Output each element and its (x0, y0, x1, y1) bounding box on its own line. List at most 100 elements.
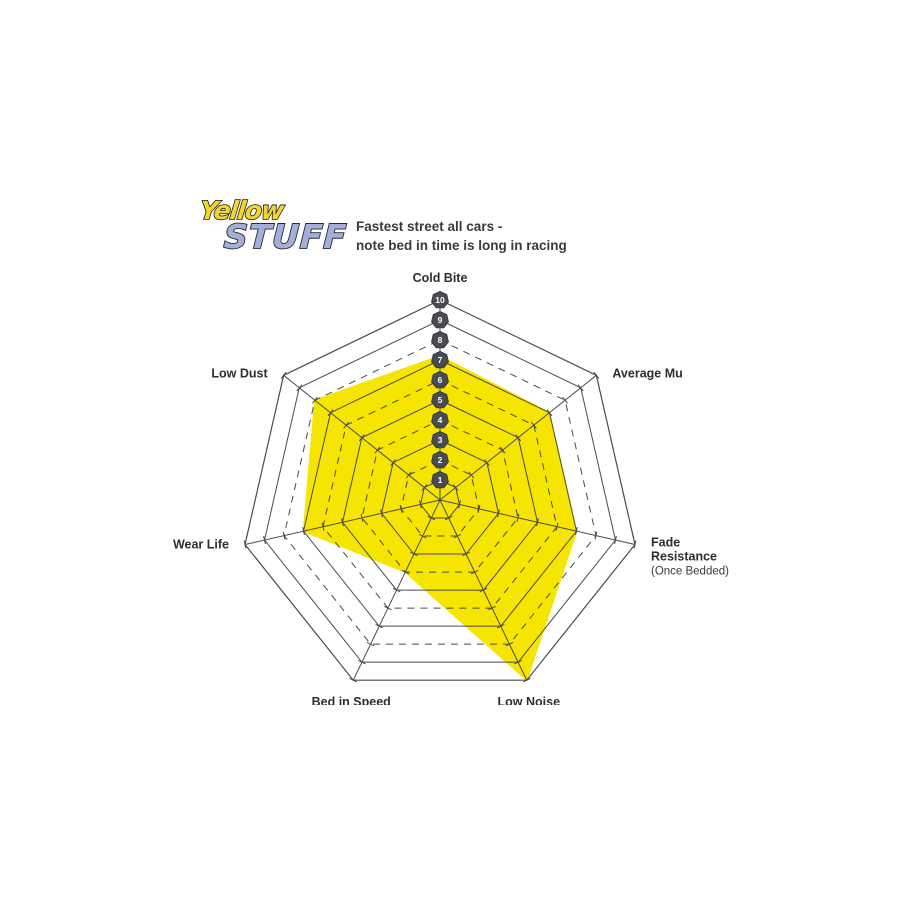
axis-tick (358, 434, 365, 442)
axis-tick (421, 484, 428, 491)
axis-tick (562, 396, 568, 404)
axis-tick (321, 522, 325, 531)
scale-badge: 8 (431, 330, 449, 349)
svg-text:Bed in Speed: Bed in Speed (312, 695, 391, 705)
grid-rings (244, 299, 636, 681)
svg-text:7: 7 (438, 355, 443, 365)
axis-tick (341, 518, 344, 527)
axis-tick (515, 434, 522, 442)
scale-badge: 4 (431, 410, 449, 429)
axis-label-wear-life: Wear Life (173, 538, 229, 552)
scale-badge: 10 (431, 290, 449, 309)
svg-text:1: 1 (438, 475, 443, 485)
scale-badge: 7 (431, 350, 449, 369)
axis-tick (282, 531, 286, 540)
axis-label-low-dust: Low Dust (211, 366, 268, 380)
axis-tick (633, 540, 637, 549)
scale-badge: 3 (431, 430, 449, 449)
svg-text:8: 8 (438, 335, 443, 345)
axis-tick-marks (243, 371, 637, 683)
axis-tick (575, 527, 578, 536)
axis-tick (462, 551, 470, 557)
axis-tick (360, 513, 364, 522)
axis-tick (418, 533, 427, 539)
axis-tick (405, 471, 412, 479)
grid-ring (419, 479, 461, 519)
grid-ring (341, 399, 539, 591)
tagline-text: Fastest street all cars - note bed in ti… (356, 219, 567, 254)
axis-tick (427, 515, 436, 521)
axis-tick (488, 605, 496, 611)
grid-ring (322, 379, 558, 609)
axis-tick (390, 459, 396, 467)
axis-tick (419, 500, 422, 509)
svg-text:6: 6 (438, 375, 443, 385)
axis-tick (577, 384, 584, 392)
axis-tick (496, 623, 505, 629)
axis-tick (484, 459, 490, 467)
axis-tick (458, 500, 461, 509)
scale-badge: 9 (431, 310, 449, 329)
radar-chart-svg: 1 2 3 4 5 6 7 8 9 10 Cold Bite Average Mu FadeResist… (173, 271, 729, 705)
axis-tick (302, 527, 305, 536)
grid-ring (244, 299, 636, 681)
axis-tick (312, 396, 318, 404)
axis-tick (374, 446, 381, 454)
svg-text:2: 2 (438, 455, 443, 465)
svg-text:3: 3 (438, 435, 443, 445)
axis-tick (546, 409, 553, 417)
axis-tick (536, 518, 539, 527)
axis-tick (522, 678, 531, 683)
yellowstuff-logo: Yellow STUFF (196, 195, 349, 262)
axis-tick (453, 533, 462, 539)
svg-text:Cold Bite: Cold Bite (413, 271, 468, 285)
axis-tick (263, 536, 266, 545)
axis-tick (594, 531, 598, 540)
axis-tick (477, 504, 481, 513)
axis-tick (499, 446, 506, 454)
scale-badge: 6 (431, 370, 449, 389)
axis-tick (593, 371, 600, 379)
svg-text:(Once Bedded): (Once Bedded) (651, 566, 729, 578)
radar-chart: 1 2 3 4 5 6 7 8 9 10 Cold Bite Average Mu Fade Resist… (150, 265, 750, 705)
axis-tick (399, 504, 403, 513)
axis-tick (375, 623, 384, 629)
scale-badge: 1 (431, 470, 449, 489)
axis-tick (444, 515, 453, 521)
axis-tick (470, 569, 479, 575)
svg-text:Resistance: Resistance (651, 550, 717, 564)
axis-tick (296, 384, 303, 392)
svg-text:Fade: Fade (651, 536, 680, 550)
axis-tick (555, 522, 559, 531)
svg-text:Low Noise: Low Noise (498, 695, 561, 705)
axis-tick (358, 659, 366, 665)
scale-badge: 2 (431, 450, 449, 469)
axis-label-bed-in-speed: Bed in Speed (312, 695, 391, 705)
axis-tick (243, 540, 247, 549)
grid-ring (380, 439, 500, 555)
grid-ring (263, 319, 617, 663)
svg-text:4: 4 (438, 415, 443, 425)
axis-tick (497, 509, 500, 518)
grid-ring (302, 359, 578, 627)
axis-label-average-mu: Average Mu (612, 366, 682, 380)
grid-ring (283, 339, 597, 645)
axis-tick (410, 551, 418, 557)
axis-tick (401, 569, 410, 575)
header-block: Yellow STUFF Fastest street all cars - n… (196, 195, 616, 266)
scale-badge: 5 (431, 390, 449, 409)
grid-ring (400, 459, 480, 537)
axis-tick (384, 605, 392, 611)
axis-tick (468, 471, 475, 479)
scale-badges: 1 2 3 4 5 6 7 8 9 10 (431, 290, 449, 489)
axis-tick (380, 509, 383, 518)
svg-text:9: 9 (438, 315, 443, 325)
svg-text:5: 5 (438, 395, 443, 405)
axis-tick (452, 484, 459, 491)
axis-label-cold-bite: Cold Bite (413, 271, 468, 285)
axis-tick (516, 513, 520, 522)
axis-label-low-noise: Low Noise (498, 695, 561, 705)
axis-tick (505, 641, 514, 647)
